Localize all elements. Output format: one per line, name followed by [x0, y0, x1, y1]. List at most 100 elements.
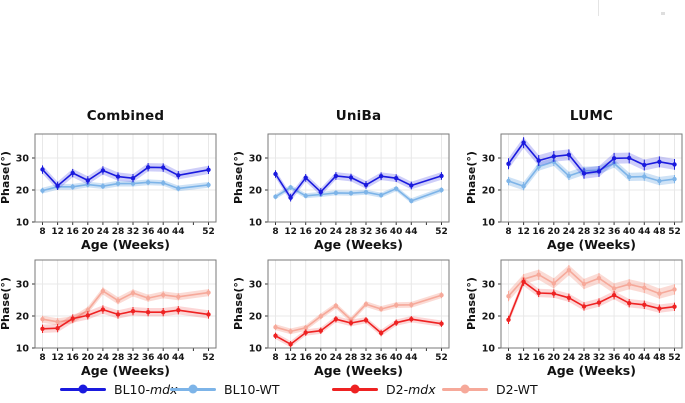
svg-text:28: 28 — [112, 353, 125, 363]
svg-text:12: 12 — [517, 353, 530, 363]
svg-text:44: 44 — [638, 227, 651, 237]
svg-text:20: 20 — [548, 353, 561, 363]
svg-text:40: 40 — [157, 353, 170, 363]
svg-text:8: 8 — [39, 227, 45, 237]
subplot-title: LUMC — [569, 108, 614, 124]
svg-text:20: 20 — [82, 353, 95, 363]
legend-item-d2-mdx: D2-mdx — [332, 377, 436, 401]
svg-text:36: 36 — [608, 353, 621, 363]
svg-text:52: 52 — [668, 227, 681, 237]
svg-text:52: 52 — [668, 353, 681, 363]
svg-text:40: 40 — [157, 227, 170, 237]
svg-text:12: 12 — [284, 353, 297, 363]
legend-marker-dot — [78, 384, 88, 394]
svg-text:32: 32 — [593, 227, 606, 237]
svg-text:10: 10 — [482, 344, 496, 355]
svg-text:30: 30 — [249, 280, 263, 291]
svg-text:16: 16 — [299, 227, 312, 237]
svg-text:12: 12 — [517, 227, 530, 237]
svg-text:10: 10 — [16, 218, 30, 229]
svg-text:30: 30 — [482, 154, 496, 165]
legend-marker-dot — [460, 384, 470, 394]
legend-line-swatch — [332, 384, 378, 394]
page-artifact-mark — [661, 12, 665, 15]
svg-text:20: 20 — [482, 186, 496, 197]
svg-text:28: 28 — [112, 227, 125, 237]
svg-text:16: 16 — [66, 227, 79, 237]
svg-text:40: 40 — [623, 353, 636, 363]
legend-line-swatch — [60, 384, 106, 394]
svg-text:10: 10 — [249, 218, 263, 229]
svg-text:10: 10 — [249, 344, 263, 355]
svg-text:36: 36 — [608, 227, 621, 237]
svg-text:20: 20 — [482, 312, 496, 323]
svg-text:20: 20 — [249, 186, 263, 197]
svg-text:20: 20 — [82, 227, 95, 237]
svg-text:40: 40 — [623, 227, 636, 237]
legend-line-swatch — [442, 384, 488, 394]
svg-text:44: 44 — [638, 353, 651, 363]
x-axis-label: Age (Weeks) — [314, 363, 403, 378]
svg-text:8: 8 — [505, 353, 511, 363]
subplot-lumc-bl10: LUMC Phase(°) 8 12 16 20 24 28 32 36 40 44 48 52 10 2… — [461, 106, 685, 264]
svg-text:24: 24 — [330, 227, 343, 237]
svg-text:32: 32 — [127, 353, 140, 363]
svg-text:44: 44 — [405, 353, 418, 363]
y-axis-label: Phase(°) — [0, 277, 12, 331]
legend-label: BL10-mdx — [114, 381, 178, 397]
subplot-title: UniBa — [335, 108, 382, 124]
x-axis-label: Age (Weeks) — [314, 237, 403, 252]
svg-text:8: 8 — [39, 353, 45, 363]
svg-text:28: 28 — [578, 227, 591, 237]
y-axis-label: Phase(°) — [232, 277, 245, 331]
figure-legend: BL10-mdx BL10-WT D2-mdx D2-WT — [0, 377, 685, 401]
svg-text:24: 24 — [563, 227, 576, 237]
svg-text:30: 30 — [16, 154, 30, 165]
legend-label: D2-WT — [496, 381, 538, 397]
subplot-title: Combined — [86, 108, 165, 124]
svg-text:20: 20 — [315, 353, 328, 363]
svg-text:36: 36 — [375, 353, 388, 363]
svg-text:28: 28 — [345, 227, 358, 237]
x-axis-label: Age (Weeks) — [81, 363, 170, 378]
svg-text:12: 12 — [284, 227, 297, 237]
page-artifact-line — [598, 0, 599, 16]
legend-label: BL10-WT — [224, 381, 280, 397]
svg-text:8: 8 — [272, 353, 278, 363]
svg-text:36: 36 — [375, 227, 388, 237]
svg-text:32: 32 — [593, 353, 606, 363]
svg-text:8: 8 — [272, 227, 278, 237]
svg-text:30: 30 — [249, 154, 263, 165]
svg-text:28: 28 — [578, 353, 591, 363]
svg-text:40: 40 — [390, 353, 403, 363]
subplot-uniba-bl10: UniBa Phase(°) 8 12 16 20 24 28 32 36 40 44 52 10 20… — [228, 106, 453, 264]
svg-text:16: 16 — [532, 353, 545, 363]
svg-text:36: 36 — [142, 353, 155, 363]
svg-text:30: 30 — [16, 280, 30, 291]
svg-text:36: 36 — [142, 227, 155, 237]
svg-text:52: 52 — [202, 227, 215, 237]
svg-text:20: 20 — [16, 312, 30, 323]
svg-text:10: 10 — [16, 344, 30, 355]
legend-item-bl10-wt: BL10-WT — [170, 377, 279, 401]
svg-text:24: 24 — [97, 353, 110, 363]
svg-text:20: 20 — [548, 227, 561, 237]
svg-text:24: 24 — [563, 353, 576, 363]
legend-line-swatch — [170, 384, 216, 394]
y-axis-label: Phase(°) — [0, 151, 12, 205]
svg-text:20: 20 — [16, 186, 30, 197]
y-axis-label: Phase(°) — [465, 151, 478, 205]
svg-text:48: 48 — [653, 353, 666, 363]
svg-text:52: 52 — [202, 353, 215, 363]
x-axis-label: Age (Weeks) — [547, 237, 636, 252]
legend-item-d2-wt: D2-WT — [442, 377, 538, 401]
svg-text:10: 10 — [482, 218, 496, 229]
y-axis-label: Phase(°) — [465, 277, 478, 331]
svg-text:30: 30 — [482, 280, 496, 291]
svg-text:32: 32 — [360, 353, 373, 363]
x-axis-label: Age (Weeks) — [81, 237, 170, 252]
legend-item-bl10-mdx: BL10-mdx — [60, 377, 177, 401]
